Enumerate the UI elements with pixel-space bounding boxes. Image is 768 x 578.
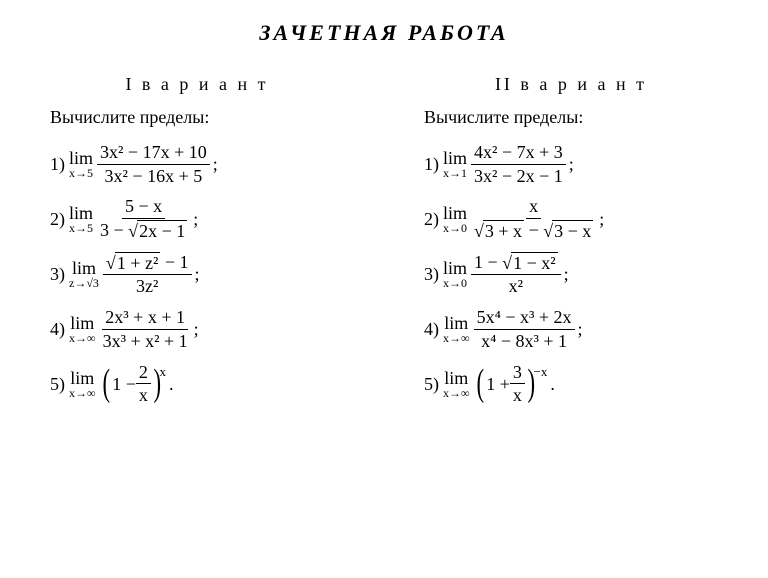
v1-problem-2: 2) lim x→5 5 − x 3 − √2x − 1 ; bbox=[50, 196, 344, 241]
variant-2-instruction: Вычислите пределы: bbox=[424, 107, 718, 128]
separator: ; bbox=[195, 265, 200, 283]
problem-number: 1) bbox=[424, 155, 439, 173]
v2-problem-3: 3) lim x→0 1 − √1 − x² x² ; bbox=[424, 252, 718, 297]
paren-left-icon: ( bbox=[102, 368, 110, 398]
variant-2-heading: II в а р и а н т bbox=[424, 74, 718, 95]
separator: ; bbox=[569, 155, 574, 173]
exponent: −x bbox=[534, 365, 548, 378]
v2-problem-2: 2) lim x→0 x √3 + x − √3 − x ; bbox=[424, 196, 718, 241]
separator: ; bbox=[193, 210, 198, 228]
columns: I в а р и а н т Вычислите пределы: 1) li… bbox=[50, 74, 718, 416]
separator: ; bbox=[194, 320, 199, 338]
problem-number: 5) bbox=[424, 375, 439, 393]
fraction: 2 x bbox=[136, 362, 151, 406]
variant-2: II в а р и а н т Вычислите пределы: 1) l… bbox=[424, 74, 718, 416]
separator: ; bbox=[599, 210, 604, 228]
fraction: x √3 + x − √3 − x bbox=[471, 196, 596, 241]
lim-icon: lim x→0 bbox=[443, 259, 467, 289]
sqrt-icon: √3 + x bbox=[474, 220, 524, 242]
problem-number: 4) bbox=[50, 320, 65, 338]
lim-icon: lim x→0 bbox=[443, 204, 467, 234]
problem-number: 3) bbox=[424, 265, 439, 283]
fraction: 5 − x 3 − √2x − 1 bbox=[97, 196, 190, 241]
variant-1-heading: I в а р и а н т bbox=[50, 74, 344, 95]
problem-number: 1) bbox=[50, 155, 65, 173]
expr: 1 + bbox=[486, 375, 510, 393]
v1-problem-4: 4) lim x→∞ 2x³ + x + 1 3x³ + x² + 1 ; bbox=[50, 307, 344, 351]
sqrt-icon: √3 − x bbox=[543, 220, 593, 242]
separator: . bbox=[550, 375, 555, 393]
variant-1: I в а р и а н т Вычислите пределы: 1) li… bbox=[50, 74, 344, 416]
separator: . bbox=[169, 375, 174, 393]
fraction: 3 x bbox=[510, 362, 525, 406]
v1-problem-1: 1) lim x→5 3x² − 17x + 10 3x² − 16x + 5 … bbox=[50, 142, 344, 186]
v2-problem-5: 5) lim x→∞ ( 1 + 3 x ) −x . bbox=[424, 362, 718, 406]
separator: ; bbox=[578, 320, 583, 338]
fraction: 3x² − 17x + 10 3x² − 16x + 5 bbox=[97, 142, 210, 186]
lim-icon: lim x→5 bbox=[69, 149, 93, 179]
variant-1-instruction: Вычислите пределы: bbox=[50, 107, 344, 128]
page: ЗАЧЕТНАЯ РАБОТА I в а р и а н т Вычислит… bbox=[0, 0, 768, 436]
v2-problem-4: 4) lim x→∞ 5x⁴ − x³ + 2x x⁴ − 8x³ + 1 ; bbox=[424, 307, 718, 351]
expr: 1 − bbox=[112, 375, 136, 393]
lim-icon: lim z→√3 bbox=[69, 259, 99, 289]
v1-problem-5: 5) lim x→∞ ( 1 − 2 x ) x . bbox=[50, 362, 344, 406]
main-title: ЗАЧЕТНАЯ РАБОТА bbox=[50, 20, 718, 46]
problem-number: 2) bbox=[50, 210, 65, 228]
v2-problem-1: 1) lim x→1 4x² − 7x + 3 3x² − 2x − 1 ; bbox=[424, 142, 718, 186]
lim-icon: lim x→∞ bbox=[443, 314, 470, 344]
exponent: x bbox=[160, 365, 167, 378]
problem-number: 3) bbox=[50, 265, 65, 283]
problem-number: 5) bbox=[50, 375, 65, 393]
problem-number: 4) bbox=[424, 320, 439, 338]
problem-number: 2) bbox=[424, 210, 439, 228]
sqrt-icon: √1 + z² bbox=[106, 252, 160, 274]
lim-icon: lim x→∞ bbox=[69, 369, 96, 399]
fraction: 4x² − 7x + 3 3x² − 2x − 1 bbox=[471, 142, 566, 186]
sqrt-icon: √1 − x² bbox=[502, 252, 557, 274]
separator: ; bbox=[213, 155, 218, 173]
fraction: 5x⁴ − x³ + 2x x⁴ − 8x³ + 1 bbox=[474, 307, 575, 351]
sqrt-icon: √2x − 1 bbox=[128, 220, 187, 242]
v1-problem-3: 3) lim z→√3 √1 + z² − 1 3z² ; bbox=[50, 252, 344, 297]
fraction: 1 − √1 − x² x² bbox=[471, 252, 561, 297]
lim-icon: lim x→5 bbox=[69, 204, 93, 234]
fraction: 2x³ + x + 1 3x³ + x² + 1 bbox=[100, 307, 191, 351]
separator: ; bbox=[564, 265, 569, 283]
paren-left-icon: ( bbox=[476, 368, 484, 398]
lim-icon: lim x→∞ bbox=[443, 369, 470, 399]
lim-icon: lim x→1 bbox=[443, 149, 467, 179]
lim-icon: lim x→∞ bbox=[69, 314, 96, 344]
fraction: √1 + z² − 1 3z² bbox=[103, 252, 192, 297]
